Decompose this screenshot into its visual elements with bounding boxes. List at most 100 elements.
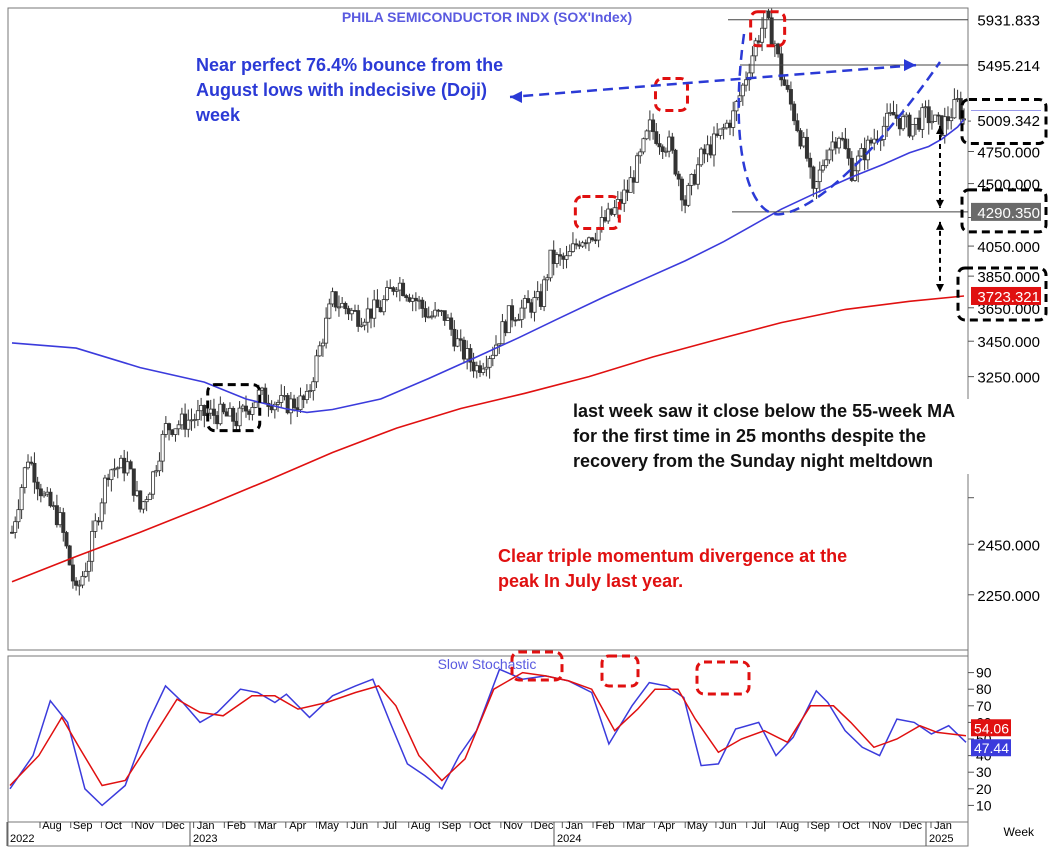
candle-body xyxy=(468,348,473,363)
candle-body xyxy=(644,130,649,140)
candle-body xyxy=(330,291,335,305)
candle-body xyxy=(721,127,726,130)
candle-body xyxy=(929,121,934,124)
candle-body xyxy=(670,136,675,151)
time-axis-month-label: Nov xyxy=(134,820,154,832)
candle-body xyxy=(824,159,829,167)
time-axis-month-label: Aug xyxy=(411,820,431,832)
candle-body xyxy=(404,295,409,299)
candle-body xyxy=(22,467,27,488)
candle-body xyxy=(359,324,364,327)
candle-body xyxy=(849,157,854,181)
time-axis-month-label: Jan xyxy=(197,820,215,832)
annotation-divergence: Clear triple momentum divergence at the … xyxy=(498,546,848,591)
candle-body xyxy=(586,237,591,244)
candle-body xyxy=(535,291,540,298)
candle-body xyxy=(295,407,300,410)
candle-body xyxy=(635,155,640,183)
candle-body xyxy=(125,461,130,474)
time-axis-month-label: Jul xyxy=(383,820,397,832)
candle-body xyxy=(64,532,69,547)
candle-body xyxy=(93,520,98,532)
stochastic-d-line xyxy=(9,671,967,787)
level-callout-box xyxy=(956,266,1048,322)
candle-body xyxy=(580,242,585,247)
candle-body xyxy=(365,308,370,323)
candle-body xyxy=(340,302,345,308)
rounding-pattern-curve xyxy=(737,33,942,216)
candle-body xyxy=(843,138,848,149)
candle-body xyxy=(461,339,466,360)
stochastic-title: Slow Stochastic xyxy=(438,656,537,672)
time-axis-year-label: 2022 xyxy=(10,833,34,845)
candle-body xyxy=(564,255,569,260)
candle-body xyxy=(846,148,851,159)
candle-body xyxy=(308,390,313,393)
divergence-highlight-box xyxy=(695,660,751,696)
candle-body xyxy=(920,107,925,130)
price-label: 5931.833 xyxy=(977,13,1040,30)
candle-body xyxy=(19,487,24,511)
candle-body xyxy=(163,423,168,435)
candle-body xyxy=(891,111,896,116)
candle-body xyxy=(500,321,505,345)
candle-body xyxy=(433,309,438,317)
candle-body xyxy=(449,317,454,330)
candle-body xyxy=(131,468,136,496)
time-axis-month-label: Jul xyxy=(752,820,766,832)
annotation-bounce: Near perfect 76.4% bounce from the Augus… xyxy=(196,55,504,125)
divergence-highlight-box xyxy=(600,654,640,688)
divergence-highlight-box xyxy=(510,650,564,682)
stochastic-axis-label: 70 xyxy=(976,698,992,714)
candle-body xyxy=(949,117,954,122)
price-axis-tick-label: 4050.000 xyxy=(977,239,1040,256)
candle-body xyxy=(545,277,550,281)
candle-body xyxy=(625,189,630,193)
time-axis-month-label: Apr xyxy=(658,820,675,832)
candle-body xyxy=(67,545,72,566)
candle-body xyxy=(208,408,213,414)
candle-body xyxy=(936,114,941,117)
candle-body xyxy=(202,404,207,416)
candle-body xyxy=(102,477,107,504)
time-axis-year-label: 2024 xyxy=(557,833,581,845)
candle-body xyxy=(715,133,720,136)
candle-body xyxy=(756,40,761,43)
candle-body xyxy=(151,471,156,495)
candle-body xyxy=(372,299,377,319)
candle-body xyxy=(804,136,809,159)
candle-body xyxy=(269,406,274,411)
time-axis-month-label: Jan xyxy=(934,820,952,832)
candle-body xyxy=(215,415,220,425)
candle-body xyxy=(711,133,716,156)
stochastic-axis-label: 80 xyxy=(976,681,992,697)
stochastic-value-bg xyxy=(971,719,1011,737)
time-axis-month-label: Mar xyxy=(626,820,645,832)
level-callout-box xyxy=(960,188,1048,234)
candle-body xyxy=(320,342,325,347)
candle-body xyxy=(179,413,184,426)
time-axis-year-label: 2025 xyxy=(929,833,953,845)
price-axis-tick-label: 2450.000 xyxy=(977,537,1040,554)
candle-body xyxy=(567,251,572,257)
candle-body xyxy=(301,395,306,401)
candle-body xyxy=(516,319,521,322)
candle-body xyxy=(445,317,450,321)
stochastic-k-line xyxy=(9,668,967,807)
candle-body xyxy=(369,308,374,319)
candle-body xyxy=(577,244,582,247)
candle-body xyxy=(602,217,607,222)
candle-body xyxy=(106,477,111,481)
candle-body xyxy=(708,144,713,156)
candle-body xyxy=(760,27,765,43)
candle-body xyxy=(776,43,781,55)
candle-body xyxy=(77,584,82,587)
time-axis-month-label: Oct xyxy=(474,820,491,832)
candle-body xyxy=(176,424,181,430)
candle-body xyxy=(439,310,444,313)
price-axis-tick-label: 3650.000 xyxy=(977,301,1040,318)
candle-body xyxy=(506,305,511,334)
candle-body xyxy=(231,407,236,422)
candle-body xyxy=(263,387,268,404)
stochastic-axis-label: 20 xyxy=(976,781,992,797)
